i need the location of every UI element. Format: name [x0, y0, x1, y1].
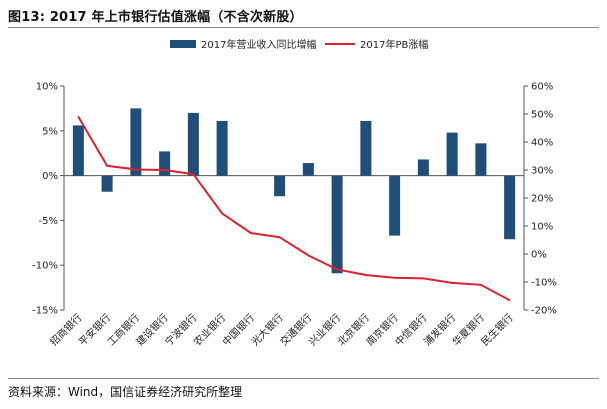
- bar-工商银行: [130, 108, 142, 176]
- right-tick-label: 40%: [531, 138, 553, 149]
- legend: 2017年营业收入同比增幅 2017年PB涨幅: [170, 38, 428, 51]
- pb-point-中信银行: [422, 277, 425, 280]
- bar-华夏银行: [475, 143, 487, 176]
- right-tick-label: 60%: [531, 82, 553, 93]
- bar-中信银行: [417, 159, 429, 176]
- bar-建设银行: [159, 151, 171, 176]
- legend-line-label: 2017年PB涨幅: [360, 38, 428, 51]
- bar-交通银行: [302, 163, 314, 176]
- bar-浦发银行: [446, 132, 458, 176]
- left-tick-label: 0%: [42, 171, 58, 182]
- bar-series: [72, 108, 516, 274]
- title-divider: [8, 27, 599, 28]
- bar-光大银行: [274, 175, 286, 197]
- pb-point-兴业银行: [336, 268, 338, 271]
- chart-canvas: 10% 5% 0% -5% -10% -15% 60% 50% 40% 30% 20% 10% 0% -…: [32, 38, 557, 348]
- left-tick-label: 5%: [42, 126, 58, 137]
- pb-point-工商银行: [135, 168, 137, 171]
- pb-point-平安银行: [106, 165, 108, 167]
- right-axis: 60% 50% 40% 30% 20% 10% 0% -10% -20%: [523, 82, 557, 317]
- bar-兴业银行: [331, 175, 343, 274]
- right-tick-label: 50%: [531, 110, 553, 121]
- source-note: 资料来源：Wind，国信证券经济研究所整理: [8, 385, 243, 399]
- pb-point-南京银行: [393, 277, 396, 279]
- bar-南京银行: [389, 175, 401, 236]
- pb-point-华夏银行: [480, 284, 482, 286]
- left-tick-label: -5%: [39, 216, 58, 227]
- right-tick-label: 10%: [531, 222, 553, 233]
- bar-民生银行: [504, 175, 516, 240]
- figure-title: 图13: 2017 年上市银行估值涨幅（不含次新股）: [8, 10, 303, 25]
- category-labels: 招商银行平安银行工商银行建设银行宁波银行农业银行中国银行光大银行交通银行兴业银行…: [47, 311, 516, 348]
- left-tick-label: -10%: [32, 261, 58, 272]
- left-tick-label: 10%: [36, 82, 58, 93]
- left-tick-label: -15%: [32, 306, 58, 317]
- pb-point-农业银行: [221, 212, 223, 215]
- legend-bar-swatch: [170, 40, 196, 48]
- line-series: [77, 116, 511, 302]
- right-tick-label: -10%: [531, 278, 557, 289]
- bar-北京银行: [360, 120, 372, 176]
- right-tick-label: 30%: [531, 166, 553, 177]
- right-tick-label: 0%: [531, 250, 547, 261]
- pb-point-光大银行: [278, 236, 281, 238]
- pb-point-北京银行: [365, 274, 367, 276]
- pb-point-民生银行: [508, 299, 511, 302]
- pb-point-宁波银行: [192, 173, 195, 175]
- category-label: 民生银行: [478, 311, 515, 348]
- pb-point-建设银行: [163, 169, 166, 171]
- pb-point-招商银行: [77, 116, 80, 118]
- bar-宁波银行: [187, 112, 199, 176]
- pb-line: [77, 116, 511, 302]
- pb-point-中国银行: [250, 232, 252, 234]
- bar-招商银行: [72, 125, 84, 176]
- left-axis: 10% 5% 0% -5% -10% -15%: [32, 82, 524, 317]
- right-tick-label: 20%: [531, 194, 553, 205]
- pb-point-浦发银行: [451, 282, 453, 284]
- bar-农业银行: [216, 120, 228, 176]
- source-divider: [8, 378, 599, 379]
- pb-point-交通银行: [307, 254, 310, 257]
- bar-平安银行: [101, 175, 113, 192]
- right-tick-label: -20%: [531, 306, 557, 317]
- legend-bar-label: 2017年营业收入同比增幅: [201, 38, 316, 51]
